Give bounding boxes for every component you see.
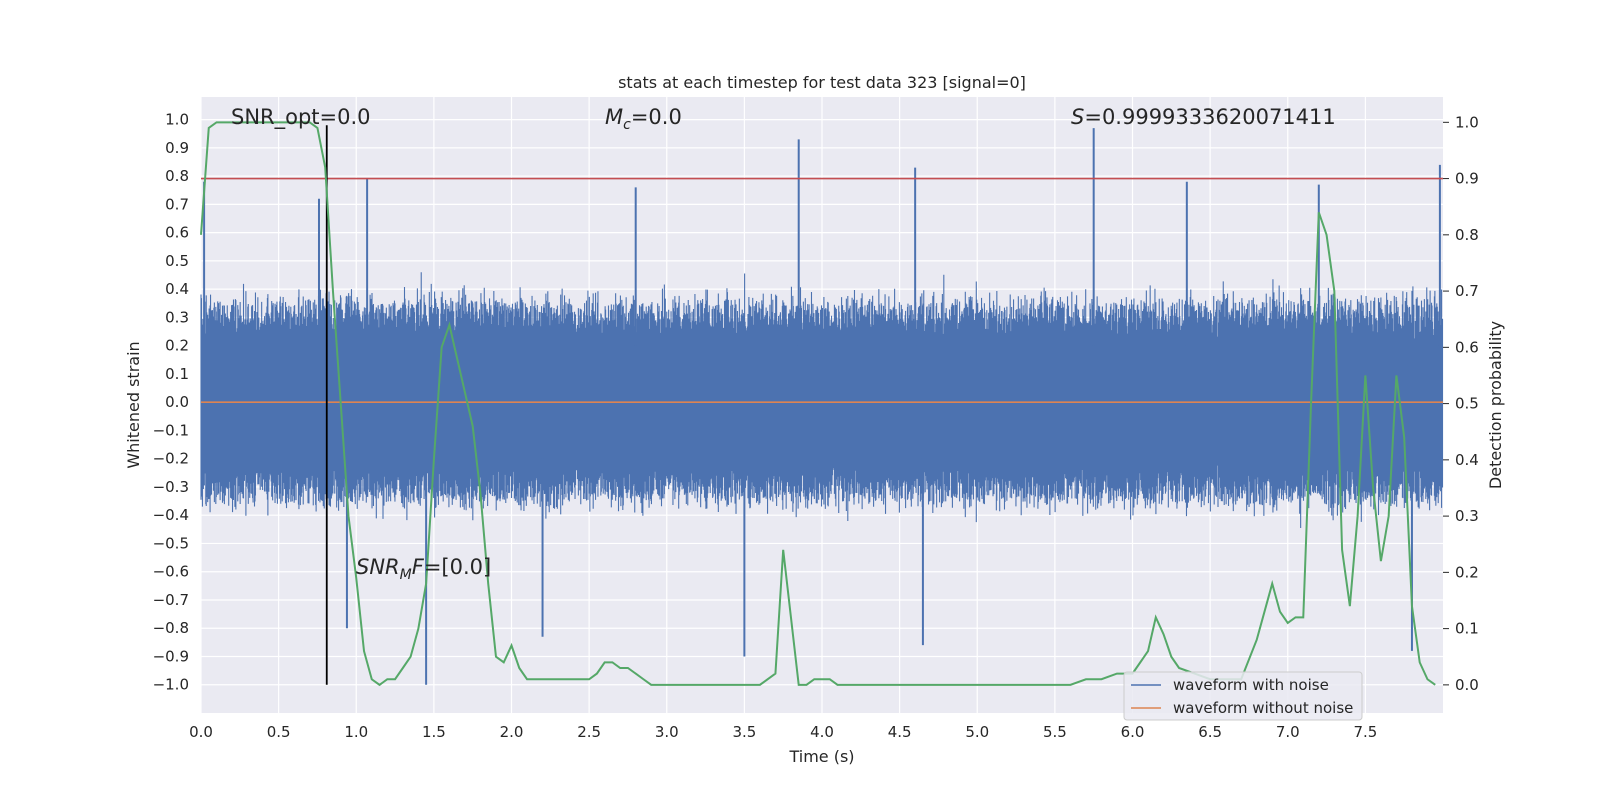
legend-label-with-noise: waveform with noise [1173,676,1329,694]
y-tick-label: 0.1 [165,365,189,383]
x-axis-ticks: 0.0 0.5 1.0 1.5 2.0 2.5 3.0 3.5 4.0 4.5 5.0 5.5 6.0 6… [189,723,1377,741]
series-detection-probability [200,121,1436,687]
right-tick-label: 0.0 [1455,676,1479,694]
x-axis-label: Time (s) [788,747,854,766]
annotation-snr-opt: SNR_opt=0.0 [231,105,371,130]
snr-mf-subscript: M [400,567,412,583]
legend: waveform with noise waveform without noi… [1123,671,1363,721]
y-tick-label: 0.4 [165,280,189,298]
y-axis-label: Whitened strain [124,341,143,468]
x-tick-label: 4.5 [888,723,912,741]
y-tick-label: −0.6 [153,563,189,581]
y-tick-label: −0.3 [153,478,189,496]
x-tick-label: 3.5 [732,723,756,741]
right-tick-label: 0.2 [1455,563,1479,581]
y-tick-label: 1.0 [165,111,189,129]
x-tick-label: 1.5 [422,723,446,741]
legend-label-without-noise: waveform without noise [1173,699,1353,717]
y-tick-label: −0.8 [153,619,189,637]
x-tick-label: 6.0 [1121,723,1145,741]
x-tick-label: 0.5 [267,723,291,741]
chirp-mass-value: =0.0 [631,105,682,129]
x-tick-label: 4.0 [810,723,834,741]
x-tick-label: 7.5 [1353,723,1377,741]
annotation-chirp-mass: Mc=0.0 [605,105,682,133]
y-tick-label: 0.9 [165,139,189,157]
x-tick-label: 5.0 [965,723,989,741]
y-tick-label: −0.1 [153,421,189,439]
right-tick-label: 0.3 [1455,507,1479,525]
y-tick-label: −1.0 [153,676,189,694]
snr-mf-symbol-f: F [412,555,425,579]
x-tick-label: 1.0 [344,723,368,741]
y-tick-label: −0.2 [153,450,189,468]
y-tick-label: −0.9 [153,647,189,665]
y-tick-label: 0.0 [165,393,189,411]
score-symbol: S [1071,105,1084,129]
right-tick-label: 0.4 [1455,451,1479,469]
right-tick-label: 0.6 [1455,338,1479,356]
right-axis-label: Detection probability [1486,321,1505,489]
y-tick-label: −0.5 [153,534,189,552]
y-tick-label: −0.7 [153,591,189,609]
probability-line [200,121,1436,687]
snr-mf-value: =[0.0] [424,555,491,579]
right-tick-label: 0.7 [1455,282,1479,300]
annotation-score: S=0.9999333620071411 [1071,105,1336,129]
right-tick-label: 1.0 [1455,113,1479,131]
y-tick-label: 0.5 [165,252,189,270]
x-tick-label: 2.0 [500,723,524,741]
reference-lines [201,125,1443,685]
y-tick-label: −0.4 [153,506,189,524]
x-tick-label: 6.5 [1198,723,1222,741]
x-tick-label: 0.0 [189,723,213,741]
right-axis-ticks: 1.0 0.9 0.8 0.7 0.6 0.5 0.4 0.3 0.2 0.1 0.0 [1443,113,1479,694]
right-tick-label: 0.9 [1455,170,1479,188]
right-tick-label: 0.5 [1455,395,1479,413]
snr-mf-symbol: SNR [356,555,400,579]
y-tick-label: 0.2 [165,337,189,355]
y-axis-ticks: 1.0 0.9 0.8 0.7 0.6 0.5 0.4 0.3 0.2 0.1 0.0 −0.1 −0.… [153,111,189,694]
y-tick-label: 0.3 [165,308,189,326]
x-tick-label: 2.5 [577,723,601,741]
score-value: =0.9999333620071411 [1084,105,1335,129]
x-tick-label: 5.5 [1043,723,1067,741]
legend-box [1123,671,1363,721]
y-tick-label: 0.7 [165,195,189,213]
chirp-mass-symbol: M [605,105,623,129]
y-tick-label: 0.8 [165,167,189,185]
y-tick-label: 0.6 [165,224,189,242]
annotation-snr-mf: SNRMF=[0.0] [356,555,491,583]
x-tick-label: 3.0 [655,723,679,741]
chart-title: stats at each timestep for test data 323… [618,73,1026,92]
x-tick-label: 7.0 [1276,723,1300,741]
chirp-mass-subscript: c [623,117,631,133]
right-tick-label: 0.1 [1455,620,1479,638]
right-tick-label: 0.8 [1455,226,1479,244]
